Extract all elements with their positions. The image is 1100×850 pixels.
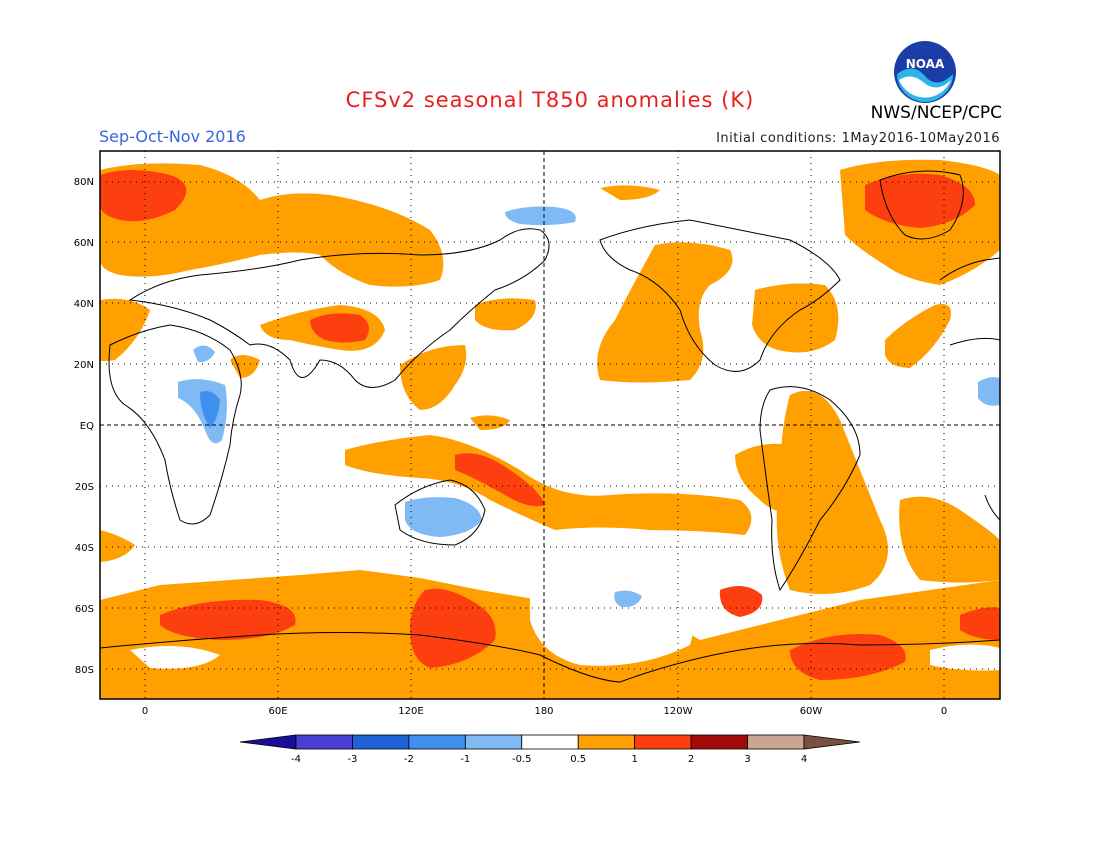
anomaly-region xyxy=(130,646,220,669)
anomaly-region xyxy=(505,206,576,226)
colorbar-box xyxy=(295,734,353,750)
lat-label: 40S xyxy=(75,543,94,554)
anomaly-region xyxy=(310,313,369,343)
anomaly-region xyxy=(752,283,839,353)
agency-label: NWS/NCEP/CPC xyxy=(870,103,1002,123)
coastline-antarctica xyxy=(100,632,1000,683)
colorbar-label: 2 xyxy=(688,754,694,765)
anomaly-region xyxy=(455,453,545,507)
colorbar-box xyxy=(634,734,692,750)
colorbar: -4 -3 -2 -1 -0.5 0.5 1 2 3 4 xyxy=(239,734,861,765)
colorbar-label: 1 xyxy=(631,754,637,765)
colorbar-box xyxy=(352,734,410,750)
lon-label: 120E xyxy=(398,706,423,717)
lat-label: 20S xyxy=(75,482,94,493)
coastline-greenland xyxy=(879,170,964,240)
colorbar-label: -1 xyxy=(460,754,470,765)
colorbar-label: -2 xyxy=(404,754,414,765)
coastline-north-america xyxy=(599,219,841,372)
colorbar-box xyxy=(577,734,636,750)
anomaly-region xyxy=(885,304,951,368)
colorbar-label: 0.5 xyxy=(570,754,586,765)
anomaly-region xyxy=(100,530,135,562)
lon-label: 60E xyxy=(268,706,287,717)
lon-label: 0 xyxy=(941,706,947,717)
anomaly-region xyxy=(978,377,1000,406)
colorbar-box xyxy=(690,734,748,750)
coastline-australia xyxy=(394,479,486,546)
colorbar-label: -4 xyxy=(291,754,301,765)
coastline-eurasia xyxy=(128,228,550,388)
colorbar-box xyxy=(408,734,466,750)
anomaly-region xyxy=(600,185,660,200)
anomaly-region xyxy=(930,644,1000,671)
logo-text: NOAA xyxy=(906,57,945,71)
lon-label: 180 xyxy=(534,706,553,717)
anomaly-region xyxy=(200,391,220,428)
noaa-logo-icon: NOAA xyxy=(894,41,956,103)
coastline-south-america xyxy=(759,386,861,592)
initial-conditions-label: Initial conditions: 1May2016-10May2016 xyxy=(716,131,1000,146)
coastlines xyxy=(100,170,1000,683)
lat-label: 60N xyxy=(74,238,94,249)
anomaly-region xyxy=(230,355,260,378)
colorbar-box xyxy=(464,734,523,750)
anomaly-region xyxy=(790,634,906,680)
anomaly-region xyxy=(100,163,444,287)
colorbar-end-right xyxy=(803,734,861,750)
equator-dateline xyxy=(100,151,1000,699)
anomaly-region xyxy=(530,515,695,666)
anomaly-region xyxy=(100,170,187,222)
longitude-labels: 0 60E 120E 180 120W 60W 0 xyxy=(142,706,947,717)
colorbar-box xyxy=(747,734,805,750)
latitude-labels: 80N 60N 40N 20N EQ 20S 40S 60S 80S xyxy=(74,177,94,676)
anomaly-region xyxy=(405,497,482,537)
anomaly-region xyxy=(865,173,975,228)
anomaly-region xyxy=(614,590,642,608)
anomaly-region xyxy=(100,298,150,361)
colorbar-box xyxy=(521,734,579,750)
colorbar-label: 3 xyxy=(744,754,750,765)
lat-label: 40N xyxy=(74,299,94,310)
anomaly-region xyxy=(470,415,510,430)
colorbar-end-left xyxy=(239,734,297,750)
lon-label: 60W xyxy=(800,706,823,717)
coastline-africa-east xyxy=(949,337,1000,521)
anomaly-field xyxy=(100,159,1000,699)
anomaly-region xyxy=(475,298,536,331)
season-label: Sep-Oct-Nov 2016 xyxy=(99,127,246,146)
graticule xyxy=(100,151,1000,699)
colorbar-label: 4 xyxy=(801,754,807,765)
lon-label: 0 xyxy=(142,706,148,717)
anomaly-region xyxy=(193,345,215,363)
coastline-africa xyxy=(108,324,242,525)
colorbar-label: -3 xyxy=(347,754,357,765)
lat-label: 80S xyxy=(75,665,94,676)
map-border xyxy=(99,150,1001,700)
anomaly-region xyxy=(160,599,296,640)
lat-label: 60S xyxy=(75,604,94,615)
lon-label: 120W xyxy=(664,706,693,717)
anomaly-region xyxy=(960,607,1000,640)
colorbar-label: -0.5 xyxy=(512,754,532,765)
anomaly-region xyxy=(345,435,752,535)
anomaly-region xyxy=(719,586,763,617)
anomaly-region xyxy=(899,496,1000,583)
lat-label: EQ xyxy=(80,421,94,432)
lat-label: 20N xyxy=(74,360,94,371)
anomaly-region xyxy=(776,390,888,594)
map-title: CFSv2 seasonal T850 anomalies (K) xyxy=(345,88,755,112)
anomaly-region xyxy=(410,588,496,668)
anomaly-region xyxy=(400,345,467,410)
lat-label: 80N xyxy=(74,177,94,188)
